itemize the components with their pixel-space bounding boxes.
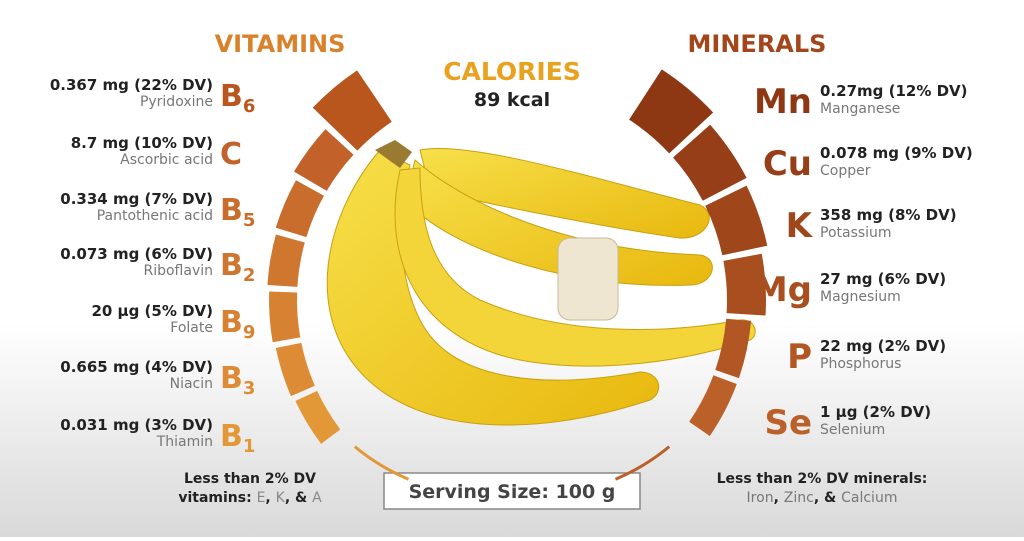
dv-segment — [629, 69, 714, 154]
note-part: Calcium — [841, 490, 897, 506]
nutrient-name: Phosphorus — [820, 356, 901, 372]
dv-segment — [294, 129, 354, 191]
dv-segment — [267, 234, 305, 287]
nutrient-name: Niacin — [170, 376, 213, 392]
dv-segment — [689, 375, 737, 436]
nutrient-name: Selenium — [820, 422, 885, 438]
dv-segment — [295, 390, 341, 444]
vitamins-title: VITAMINS — [215, 30, 346, 58]
symbol: B9 — [220, 305, 255, 343]
dv-segment — [275, 180, 324, 238]
symbol-subscript: 3 — [243, 378, 256, 399]
symbol: B6 — [220, 79, 255, 117]
amount: 1 µg (2% DV) — [820, 403, 931, 421]
note-line: Less than 2% DV — [184, 471, 316, 487]
symbol: K — [786, 206, 814, 246]
note-line: Less than 2% DV minerals: — [717, 471, 928, 487]
symbol-letter: B — [220, 361, 243, 396]
note-line: Iron, Zinc, & Calcium — [747, 490, 898, 506]
symbol-subscript: 6 — [243, 96, 256, 117]
symbol: B1 — [220, 419, 255, 457]
note-part: , — [265, 490, 275, 506]
amount: 0.665 mg (4% DV) — [60, 358, 213, 376]
calories-value: 89 kcal — [474, 89, 550, 111]
amount: 358 mg (8% DV) — [820, 206, 957, 224]
note-part: Iron — [747, 490, 774, 506]
dv-segment — [312, 70, 392, 151]
arc-tail — [353, 445, 410, 481]
symbol: Mg — [754, 270, 812, 310]
symbol-subscript: 2 — [243, 265, 256, 286]
symbol-letter: B — [220, 193, 243, 228]
note-part: , — [774, 490, 784, 506]
amount: 0.078 mg (9% DV) — [820, 144, 973, 162]
symbol: B3 — [220, 361, 255, 399]
dv-segment — [275, 342, 315, 397]
serving-box — [383, 472, 641, 510]
nutrient-name: Copper — [820, 163, 871, 179]
dv-segment — [723, 253, 766, 316]
nutrient-name: Thiamin — [156, 434, 213, 450]
amount: 20 µg (5% DV) — [91, 302, 213, 320]
symbol-subscript: 1 — [243, 436, 256, 457]
symbol: B5 — [220, 193, 255, 231]
symbol: B2 — [220, 248, 255, 286]
note-part: , & — [285, 490, 312, 506]
symbol: Cu — [763, 144, 812, 184]
symbol: P — [787, 337, 812, 377]
nutrient-name: Potassium — [820, 225, 892, 241]
symbol-letter: B — [220, 248, 243, 283]
calories-title: CALORIES — [443, 57, 581, 86]
nutrient-name: Folate — [170, 320, 213, 336]
symbol-letter: B — [220, 419, 243, 454]
note-part: Zinc — [784, 490, 814, 506]
dv-segment — [705, 185, 768, 256]
note-line: vitamins: E, K, & A — [178, 490, 322, 506]
minerals-title: MINERALS — [688, 30, 827, 58]
nutrient-name: Pyridoxine — [140, 94, 213, 110]
symbol-subscript: 5 — [243, 210, 256, 231]
dv-segment — [269, 291, 301, 343]
amount: 0.334 mg (7% DV) — [60, 190, 213, 208]
symbol: C — [220, 137, 242, 172]
nutrient-name: Pantothenic acid — [97, 208, 213, 224]
nutrient-name: Manganese — [820, 101, 900, 117]
symbol: Se — [764, 403, 812, 443]
banana-illustration — [326, 140, 756, 426]
nutrient-name: Magnesium — [820, 289, 901, 305]
note-part: vitamins: — [178, 490, 256, 506]
note-part: K — [276, 490, 286, 506]
symbol: Mn — [754, 82, 812, 122]
symbol-letter: B — [220, 305, 243, 340]
note-part: A — [312, 490, 322, 506]
dv-segment — [715, 318, 752, 379]
amount: 27 mg (6% DV) — [820, 270, 946, 288]
amount: 8.7 mg (10% DV) — [71, 134, 213, 152]
nutrient-name: Riboflavin — [143, 263, 213, 279]
amount: 22 mg (2% DV) — [820, 337, 946, 355]
serving-size: Serving Size: 100 g — [409, 481, 616, 503]
symbol-letter: C — [220, 137, 242, 172]
note-part: E — [257, 490, 266, 506]
amount: 0.073 mg (6% DV) — [60, 245, 213, 263]
dv-segment — [673, 124, 747, 201]
amount: 0.031 mg (3% DV) — [60, 416, 213, 434]
amount: 0.367 mg (22% DV) — [50, 76, 213, 94]
symbol-letter: B — [220, 79, 243, 114]
note-part: , & — [814, 490, 841, 506]
nutrient-name: Ascorbic acid — [120, 152, 213, 168]
symbol-subscript: 9 — [243, 322, 256, 343]
arc-tail — [614, 445, 671, 481]
amount: 0.27mg (12% DV) — [820, 82, 968, 100]
